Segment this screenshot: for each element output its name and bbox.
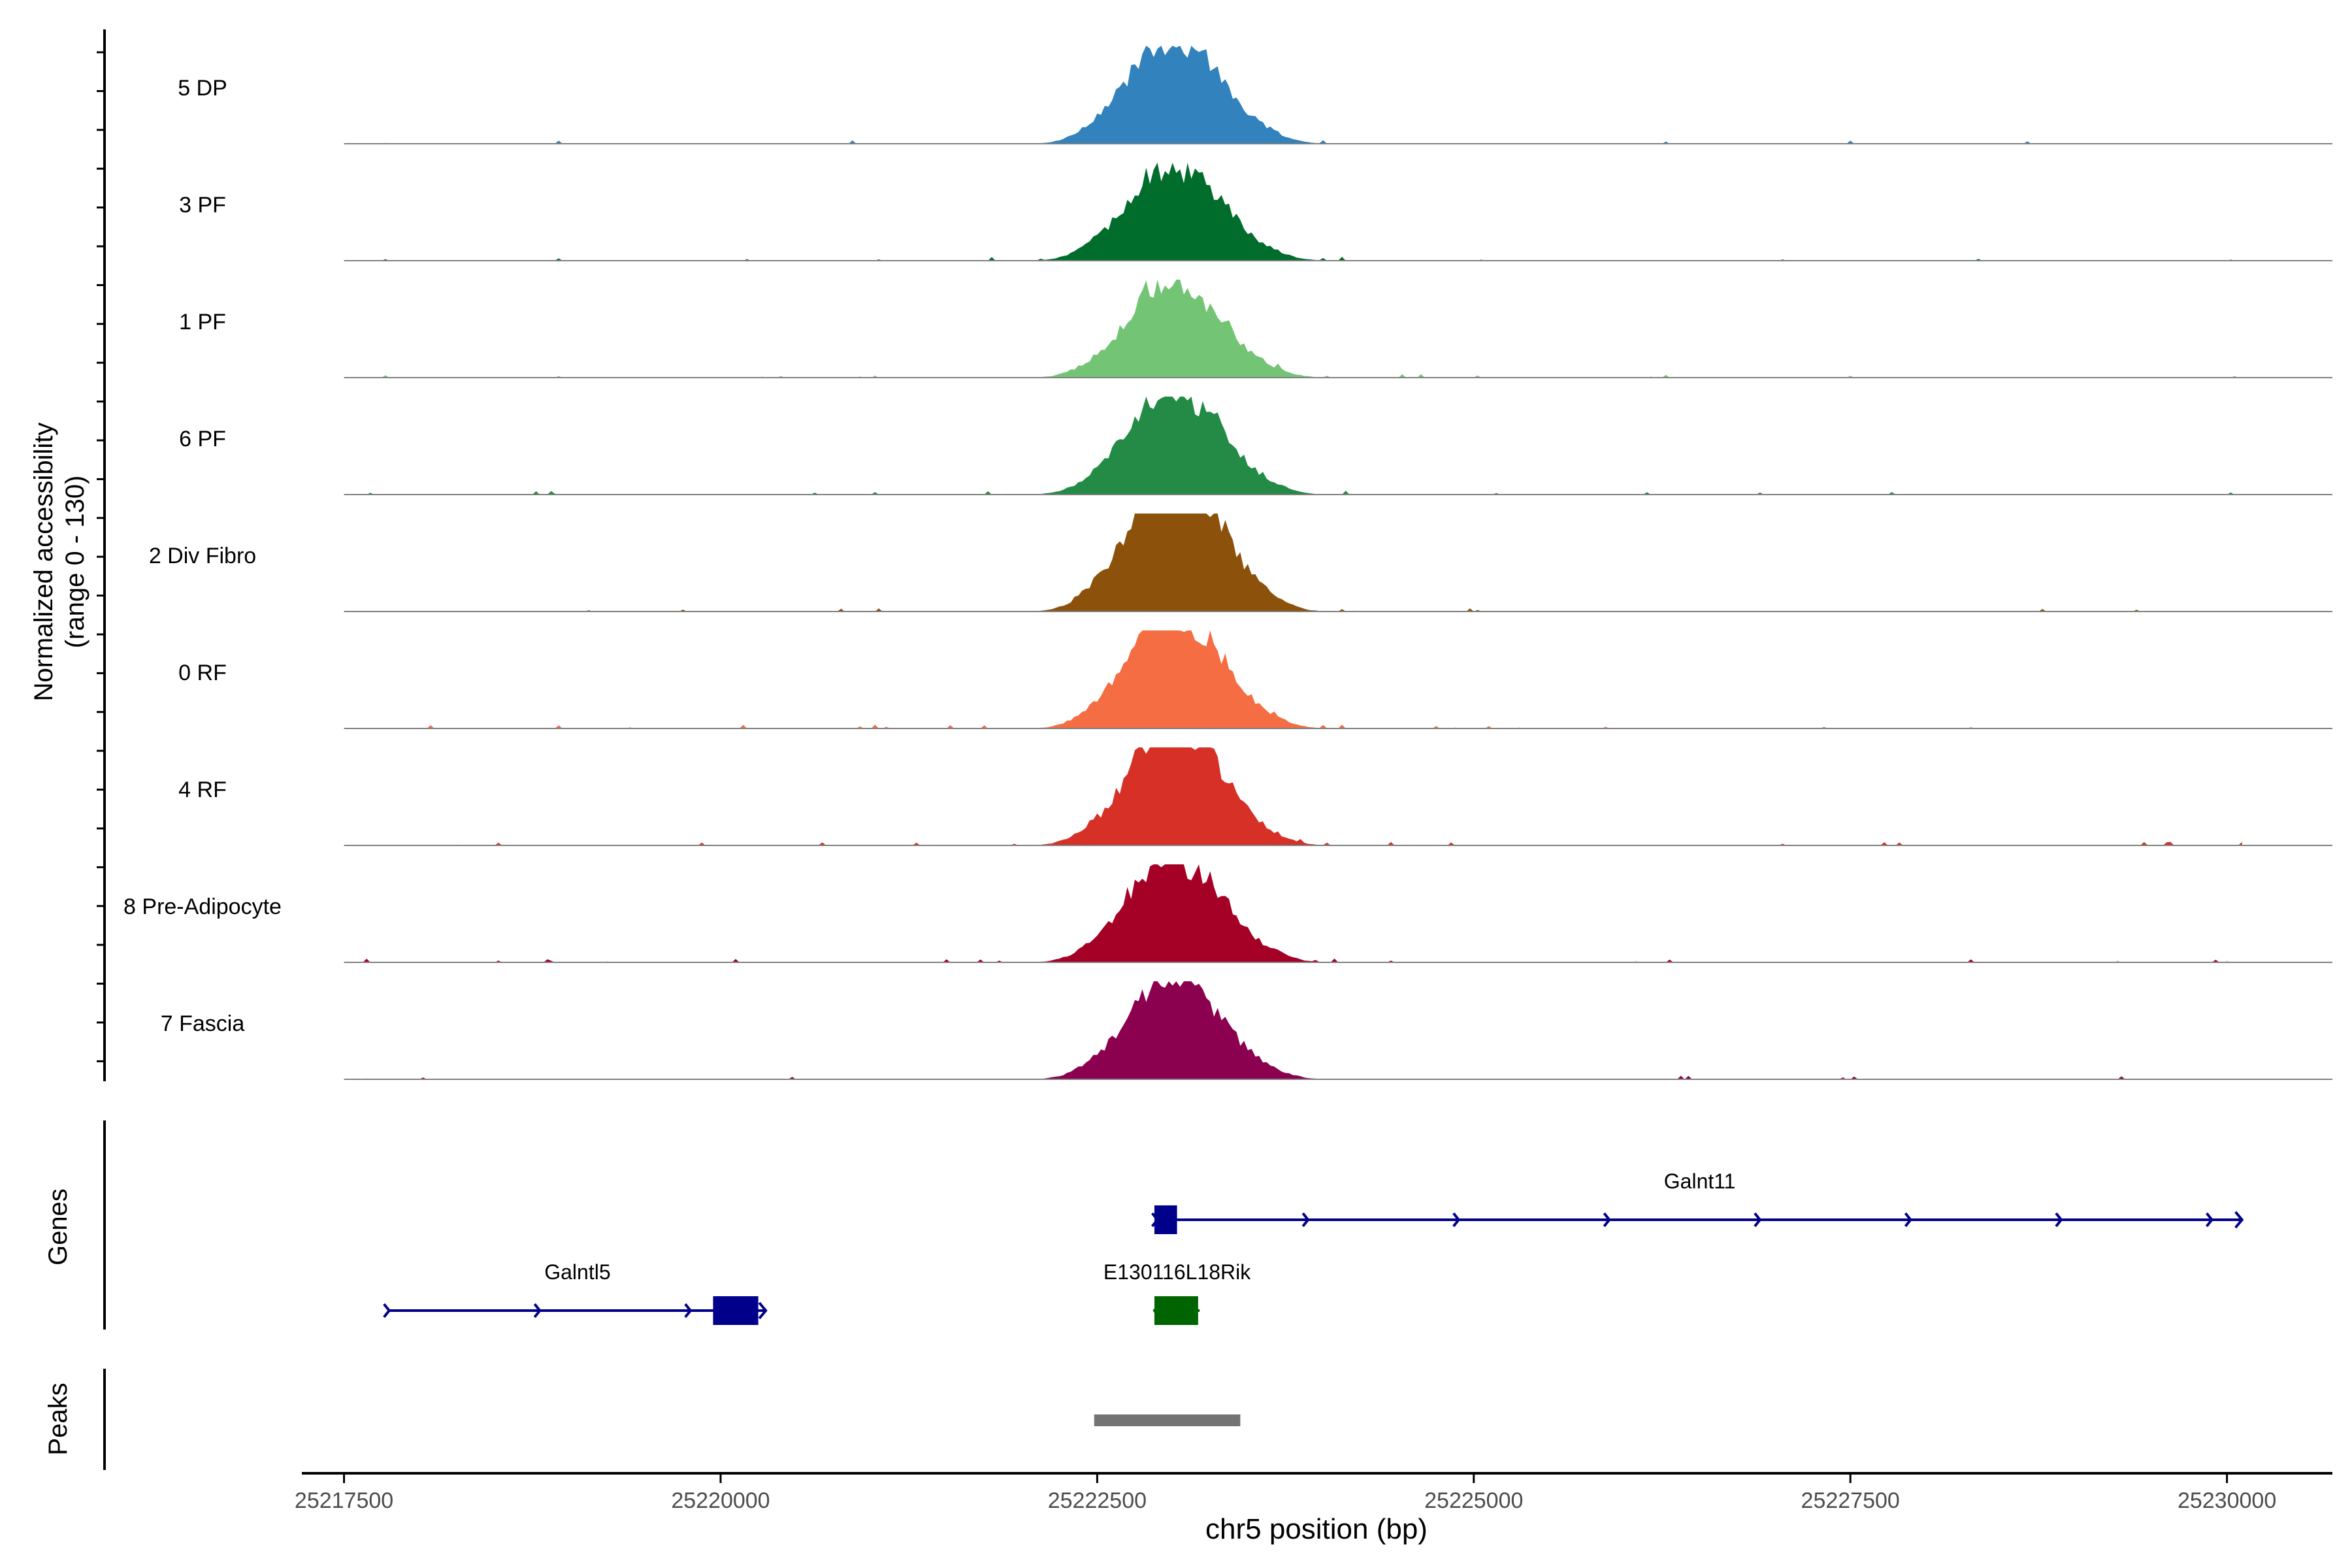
coverage-track: 2 Div Fibro	[149, 514, 2332, 612]
gene-exon	[1154, 1296, 1198, 1325]
track-coverage-area	[344, 981, 2242, 1079]
strand-arrow	[1904, 1212, 1912, 1228]
track-coverage-area	[344, 397, 2242, 495]
coverage-track: 6 PF	[179, 397, 2332, 495]
y-axis-label: Normalized accessibility	[29, 423, 58, 702]
coverage-track: 4 RF	[178, 747, 2332, 846]
x-axis-label: chr5 position (bp)	[1205, 1513, 1428, 1545]
strand-arrow	[758, 1301, 768, 1320]
gene-exon	[1154, 1205, 1177, 1234]
gene-model: E130116L18Rik	[1103, 1260, 1251, 1325]
gene-label: E130116L18Rik	[1103, 1260, 1251, 1284]
x-tick-label: 25225000	[1424, 1488, 1523, 1513]
track-label: 3 PF	[179, 193, 226, 218]
coverage-track: 0 RF	[178, 630, 2332, 729]
track-label: 6 PF	[179, 427, 226, 451]
track-label: 2 Div Fibro	[149, 544, 256, 568]
peaks-panel	[1094, 1414, 1241, 1426]
peak-region	[1094, 1414, 1241, 1426]
gene-exon	[713, 1296, 759, 1325]
x-axis-ticks: 25217500 25220000 25222500 25225000 25227500…	[295, 1473, 2276, 1513]
track-coverage-area	[344, 514, 2242, 612]
strand-arrow	[2205, 1212, 2214, 1228]
strand-arrow	[533, 1303, 542, 1318]
strand-arrow	[684, 1303, 693, 1318]
track-coverage-area	[344, 864, 2242, 962]
x-tick-label: 25222500	[1048, 1488, 1147, 1513]
coverage-track: 8 Pre-Adipocyte	[123, 864, 2332, 963]
x-tick-label: 25227500	[1801, 1488, 1900, 1513]
strand-arrow	[1754, 1212, 1762, 1228]
coverage-tracks: 5 DP 3 PF 1 PF 6 PF 2 Div Fibro 0 RF 4 RF 8 Pre…	[123, 46, 2332, 1080]
gene-label: Galntl5	[544, 1260, 610, 1284]
y-axis-ticks	[97, 51, 105, 1062]
strand-arrow	[2234, 1211, 2244, 1229]
track-label: 1 PF	[179, 310, 226, 335]
gene-label: Galnt11	[1664, 1169, 1736, 1193]
strand-arrow	[1452, 1212, 1461, 1228]
strand-arrow	[1301, 1212, 1310, 1228]
genes-panel-label: Genes	[44, 1188, 73, 1266]
track-label: 0 RF	[178, 661, 227, 685]
peaks-panel-label: Peaks	[44, 1382, 73, 1455]
strand-arrow	[383, 1303, 391, 1318]
x-tick-label: 25217500	[295, 1488, 393, 1513]
track-coverage-area	[344, 747, 2242, 845]
x-tick-label: 25230000	[2178, 1488, 2276, 1513]
track-label: 4 RF	[178, 777, 227, 802]
coverage-track: 5 DP	[178, 46, 2332, 144]
coverage-track: 1 PF	[179, 280, 2332, 378]
track-coverage-area	[344, 46, 2242, 144]
track-label: 7 Fascia	[161, 1011, 245, 1036]
coverage-track: 7 Fascia	[161, 981, 2332, 1080]
x-tick-label: 25220000	[671, 1488, 770, 1513]
track-coverage-area	[344, 163, 2242, 261]
genes-panel: Galnt11 Galntl5 E130116L18Rik	[383, 1169, 2244, 1325]
y-axis-range-label: (range 0 - 130)	[61, 476, 90, 649]
gene-model: Galntl5	[383, 1260, 768, 1325]
strand-arrow	[2055, 1212, 2063, 1228]
track-coverage-area	[344, 630, 2242, 728]
strand-arrow	[1603, 1212, 1611, 1228]
track-label: 8 Pre-Adipocyte	[123, 894, 282, 919]
track-coverage-area	[344, 280, 2242, 378]
track-label: 5 DP	[178, 76, 227, 101]
gene-model: Galnt11	[1151, 1169, 2244, 1234]
coverage-track: 3 PF	[179, 163, 2332, 261]
